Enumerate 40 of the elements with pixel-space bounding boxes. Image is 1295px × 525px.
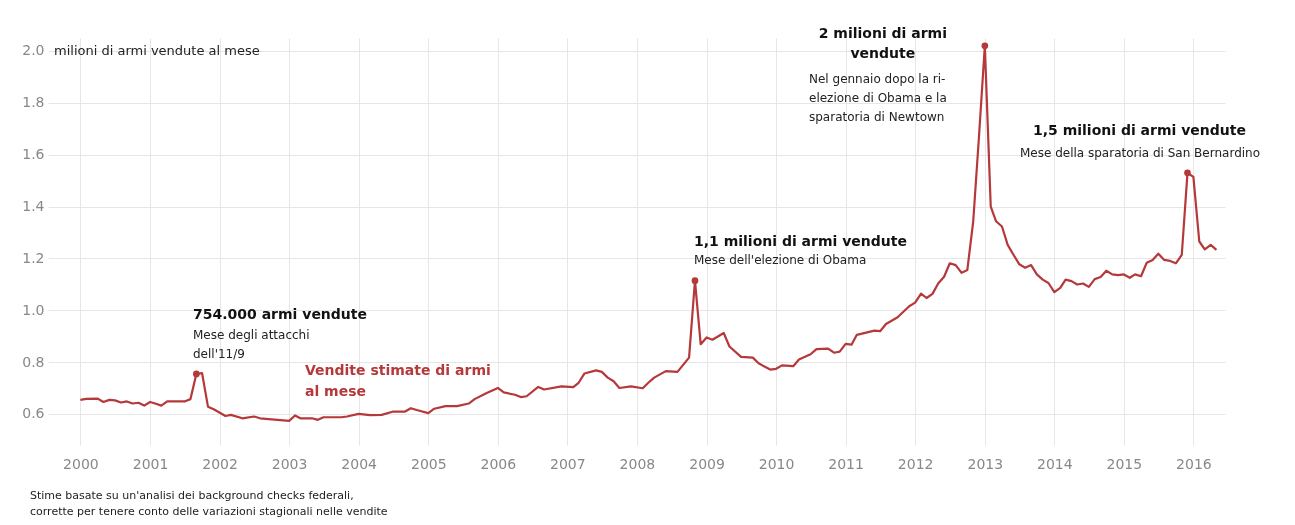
annotation: 1,5 milioni di armi vendute [1032,121,1246,138]
point [981,42,989,50]
y-tick-label: 2.0 [22,42,45,59]
x-tick-label: 2006 [480,455,517,472]
point [1184,169,1191,177]
annotation: Mese dell'elezione di Obama [694,253,867,267]
x-tick-label: 2002 [202,455,238,472]
x-tick-label: 2009 [689,455,725,472]
x-tick-label: 2016 [1176,455,1212,472]
y-tick-label: 1.8 [22,94,45,111]
x-tick-label: 2011 [828,455,864,472]
x-tick-label: 2001 [132,455,169,472]
x-tick-label: 2000 [63,455,99,472]
x-tick-label: 2007 [550,455,586,472]
y-tick-label: 1.0 [22,301,45,318]
y-tick-label: 1.6 [22,146,45,163]
x-tick-label: 2005 [411,455,447,472]
x-tick-label: 2008 [619,455,656,472]
annotation: Mese della sparatoria di San Bernardino [1019,146,1261,160]
x-tick-label: 2010 [758,455,795,472]
point [691,277,699,284]
annotation: Nel gennaio dopo la ri- elezione di Obama e la sparatoria di Newtown [809,72,947,124]
point [193,370,200,378]
text: Stime basate su un'analisi dei background checks federali, corrette per tenere conto delle variazioni stagionali nelle vendite [30,489,388,518]
y-tick-label: 0.6 [22,405,45,422]
y-tick-label: 1.2 [22,249,45,266]
y-tick-label: 0.8 [22,353,45,370]
annotation: 754.000 armi vendute [193,306,368,322]
series-label: Vendite stimate di armi al mese [305,362,491,399]
x-tick-label: 2003 [271,455,308,472]
x-tick-label: 2014 [1037,455,1073,472]
annotation: 1,1 milioni di armi vendute [693,232,907,249]
x-tick-label: 2015 [1106,455,1143,472]
y-tick-label: 1.4 [22,198,45,214]
annotation: 2 milioni di armi vendute [818,24,947,61]
annotation: Mese degli attacchi dell'11/9 [193,328,310,361]
x-tick-label: 2012 [897,455,934,472]
y-axis-title: milioni di armi vendute al mese [54,42,260,58]
x-tick-label: 2013 [967,455,1004,472]
x-tick-label: 2004 [341,455,378,472]
